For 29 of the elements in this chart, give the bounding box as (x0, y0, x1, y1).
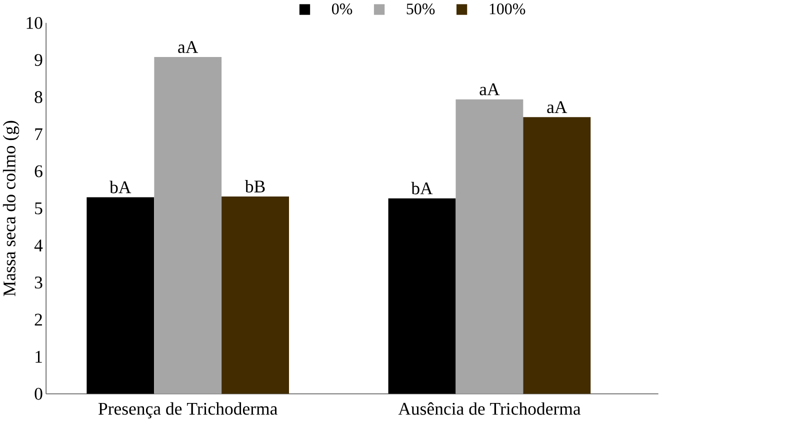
y-tick-label: 1 (36, 350, 42, 363)
y-tick-label: 7 (35, 128, 42, 140)
legend-label: 50% (406, 4, 435, 14)
data-label: bB (244, 180, 265, 192)
bar (456, 99, 524, 394)
y-tick-label: 2 (34, 314, 42, 326)
bar (154, 57, 222, 394)
y-tick-label: 0 (34, 388, 42, 400)
bar (388, 198, 456, 394)
x-tick-label: Presença de Trichoderma (98, 402, 278, 418)
y-axis-title: Massa seca do colmo (g) (2, 120, 20, 296)
y-tick-label: 6 (34, 165, 42, 178)
x-tick-label: Ausência de Trichoderma (398, 402, 581, 415)
data-label: bA (411, 182, 433, 194)
data-label: aA (547, 101, 568, 114)
y-tick-label: 10 (26, 16, 42, 29)
data-label: bA (110, 180, 132, 194)
bar (222, 196, 289, 394)
legend-label: 100% (490, 4, 526, 14)
y-tick-label: 4 (34, 240, 43, 252)
data-label: aA (178, 41, 198, 53)
bar (523, 117, 591, 394)
y-tick-label: 8 (34, 91, 42, 104)
y-tick-label: 3 (34, 276, 42, 288)
y-tick-label: 9 (34, 54, 42, 66)
legend-label: 0% (332, 4, 352, 14)
data-label: aA (480, 83, 500, 96)
bar (86, 197, 154, 394)
y-tick-label: 5 (35, 202, 42, 214)
